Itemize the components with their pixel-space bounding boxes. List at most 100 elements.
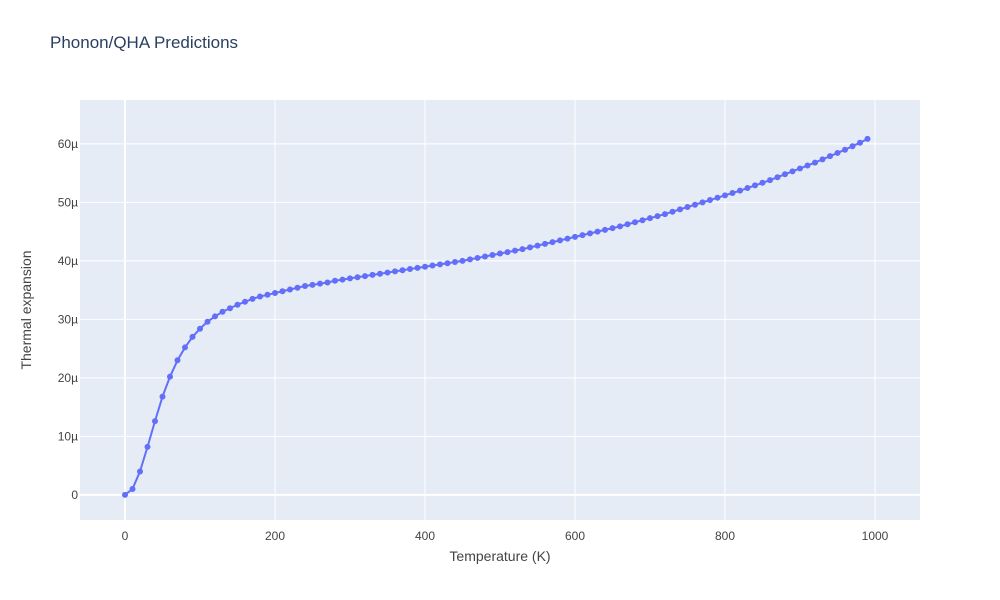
data-point[interactable] (294, 284, 301, 291)
data-point[interactable] (392, 268, 398, 275)
data-point[interactable] (287, 286, 293, 293)
data-point[interactable] (564, 235, 571, 242)
data-point[interactable] (414, 264, 421, 271)
data-point[interactable] (737, 187, 743, 194)
data-point[interactable] (467, 256, 473, 263)
data-point[interactable] (767, 177, 773, 184)
data-point[interactable] (279, 288, 286, 295)
data-point[interactable] (497, 250, 503, 257)
data-point[interactable] (819, 156, 826, 163)
data-point[interactable] (332, 277, 338, 284)
data-point[interactable] (789, 168, 796, 175)
data-point[interactable] (339, 276, 346, 283)
data-point[interactable] (249, 295, 256, 302)
data-point[interactable] (602, 226, 608, 233)
data-point[interactable] (662, 211, 668, 218)
data-point[interactable] (362, 273, 368, 280)
data-point[interactable] (407, 266, 413, 273)
data-point[interactable] (317, 280, 323, 287)
data-point[interactable] (857, 139, 863, 146)
data-point[interactable] (152, 418, 158, 425)
data-point[interactable] (744, 185, 751, 192)
data-point[interactable] (729, 190, 736, 197)
data-point[interactable] (752, 182, 758, 189)
data-point[interactable] (572, 233, 578, 240)
data-point[interactable] (399, 267, 406, 274)
data-point[interactable] (639, 217, 646, 224)
data-point[interactable] (512, 247, 518, 254)
data-point[interactable] (812, 159, 818, 166)
data-point[interactable] (189, 333, 196, 340)
data-point[interactable] (714, 194, 721, 201)
data-point[interactable] (534, 242, 541, 249)
data-point[interactable] (864, 135, 871, 142)
data-point[interactable] (174, 357, 181, 364)
data-point[interactable] (482, 253, 488, 260)
data-point[interactable] (594, 228, 601, 235)
data-point[interactable] (549, 239, 556, 246)
data-point[interactable] (759, 179, 766, 186)
data-point[interactable] (144, 443, 151, 450)
data-point[interactable] (827, 153, 833, 160)
data-point[interactable] (234, 301, 241, 308)
data-point[interactable] (834, 149, 841, 156)
data-point[interactable] (519, 246, 526, 253)
data-point[interactable] (504, 249, 511, 256)
data-point[interactable] (452, 259, 458, 266)
data-point[interactable] (444, 260, 451, 267)
data-point[interactable] (384, 269, 391, 276)
data-point[interactable] (804, 162, 811, 169)
data-point[interactable] (159, 393, 166, 400)
data-point[interactable] (609, 225, 616, 232)
data-point[interactable] (699, 199, 706, 206)
data-point[interactable] (459, 257, 466, 264)
data-point[interactable] (774, 174, 781, 181)
data-point[interactable] (684, 204, 691, 211)
data-point[interactable] (557, 237, 563, 244)
data-point[interactable] (669, 208, 676, 215)
data-point[interactable] (369, 271, 376, 278)
data-point[interactable] (437, 261, 443, 268)
data-point[interactable] (797, 165, 803, 172)
data-point[interactable] (429, 262, 436, 269)
data-point[interactable] (654, 213, 661, 220)
data-point[interactable] (212, 313, 218, 320)
data-point[interactable] (197, 325, 203, 332)
data-point[interactable] (692, 201, 698, 208)
data-point[interactable] (309, 281, 316, 288)
data-point[interactable] (782, 171, 788, 178)
data-point[interactable] (204, 318, 211, 325)
data-point[interactable] (842, 146, 848, 153)
data-point[interactable] (707, 197, 713, 204)
data-point[interactable] (624, 221, 631, 228)
data-point[interactable] (422, 263, 428, 270)
data-point[interactable] (122, 491, 128, 498)
data-point[interactable] (377, 270, 383, 277)
data-point[interactable] (354, 274, 361, 281)
data-point[interactable] (677, 206, 683, 213)
data-point[interactable] (632, 219, 638, 226)
data-point[interactable] (849, 143, 856, 150)
data-point[interactable] (722, 192, 728, 199)
data-point[interactable] (129, 485, 136, 492)
data-point[interactable] (579, 232, 586, 239)
data-point[interactable] (527, 244, 533, 251)
data-point[interactable] (219, 308, 226, 315)
data-point[interactable] (272, 290, 278, 297)
data-point[interactable] (617, 223, 623, 230)
data-point[interactable] (242, 298, 248, 305)
data-point[interactable] (647, 215, 653, 222)
data-point[interactable] (587, 230, 593, 237)
data-point[interactable] (324, 279, 331, 286)
data-point[interactable] (474, 254, 481, 261)
data-point[interactable] (182, 344, 188, 351)
data-point[interactable] (347, 275, 353, 282)
data-point[interactable] (302, 283, 308, 290)
data-point[interactable] (489, 252, 496, 259)
data-point[interactable] (137, 468, 143, 475)
data-point[interactable] (167, 373, 173, 380)
data-point[interactable] (227, 305, 233, 312)
data-point[interactable] (257, 293, 263, 300)
data-point[interactable] (264, 291, 271, 298)
data-point[interactable] (542, 240, 548, 247)
